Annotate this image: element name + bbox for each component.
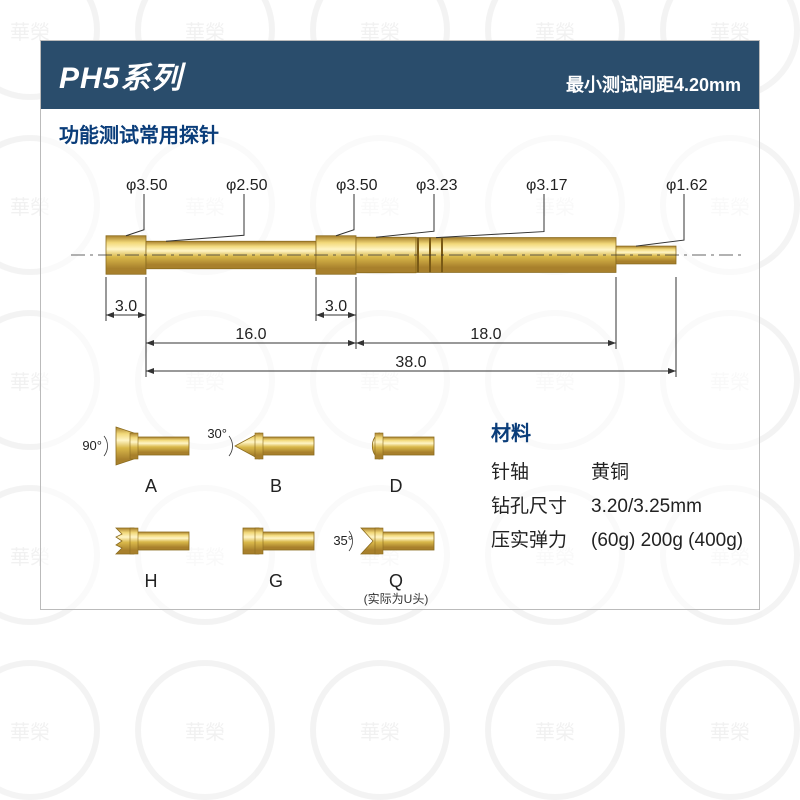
material-row: 压实弹力(60g) 200g (400g) — [491, 524, 743, 558]
svg-text:18.0: 18.0 — [470, 326, 501, 343]
material-row: 钻孔尺寸3.20/3.25mm — [491, 490, 743, 524]
material-label: 压实弹力 — [491, 524, 591, 558]
spec-card: PH5系列 最小测试间距4.20mm 功能测试常用探针 φ3.50φ2.50φ3… — [40, 40, 760, 610]
svg-text:B: B — [270, 476, 282, 496]
svg-text:φ3.50: φ3.50 — [126, 177, 168, 194]
material-title: 材料 — [491, 416, 743, 452]
svg-text:35°: 35° — [333, 533, 353, 548]
svg-text:(实际为U头): (实际为U头) — [364, 591, 429, 606]
svg-text:φ3.50: φ3.50 — [336, 177, 378, 194]
svg-text:φ2.50: φ2.50 — [226, 177, 268, 194]
tip-types: A 90° B 30° D H G Q 35°(实际为U头) — [91, 406, 451, 606]
svg-text:Q: Q — [389, 571, 403, 591]
material-block: 材料 针轴黄铜钻孔尺寸3.20/3.25mm压实弹力(60g) 200g (40… — [491, 416, 743, 559]
material-label: 钻孔尺寸 — [491, 490, 591, 524]
svg-text:φ3.23: φ3.23 — [416, 177, 458, 194]
material-value: 黄铜 — [591, 456, 629, 490]
series-title: PH5系列 — [59, 53, 182, 97]
material-value: 3.20/3.25mm — [591, 490, 702, 524]
material-row: 针轴黄铜 — [491, 456, 743, 490]
material-value: (60g) 200g (400g) — [591, 524, 743, 558]
svg-text:38.0: 38.0 — [395, 354, 426, 371]
min-pitch: 最小测试间距4.20mm — [566, 71, 741, 97]
svg-text:A: A — [145, 476, 157, 496]
svg-text:H: H — [145, 571, 158, 591]
svg-text:3.0: 3.0 — [115, 298, 137, 315]
svg-text:φ1.62: φ1.62 — [666, 177, 708, 194]
svg-text:G: G — [269, 571, 283, 591]
probe-diagram: φ3.50 φ2.50 φ3.50 φ3.23 φ3.17 φ1.62 3.0 3.0 1… — [41, 150, 759, 390]
svg-text:90°: 90° — [82, 438, 102, 453]
svg-text:3.0: 3.0 — [325, 298, 347, 315]
material-label: 针轴 — [491, 456, 591, 490]
svg-text:30°: 30° — [207, 426, 227, 441]
svg-text:φ3.17: φ3.17 — [526, 177, 568, 194]
svg-text:16.0: 16.0 — [235, 326, 266, 343]
svg-text:D: D — [390, 476, 403, 496]
subheader: 功能测试常用探针 — [41, 109, 759, 150]
header-bar: PH5系列 最小测试间距4.20mm — [41, 41, 759, 109]
